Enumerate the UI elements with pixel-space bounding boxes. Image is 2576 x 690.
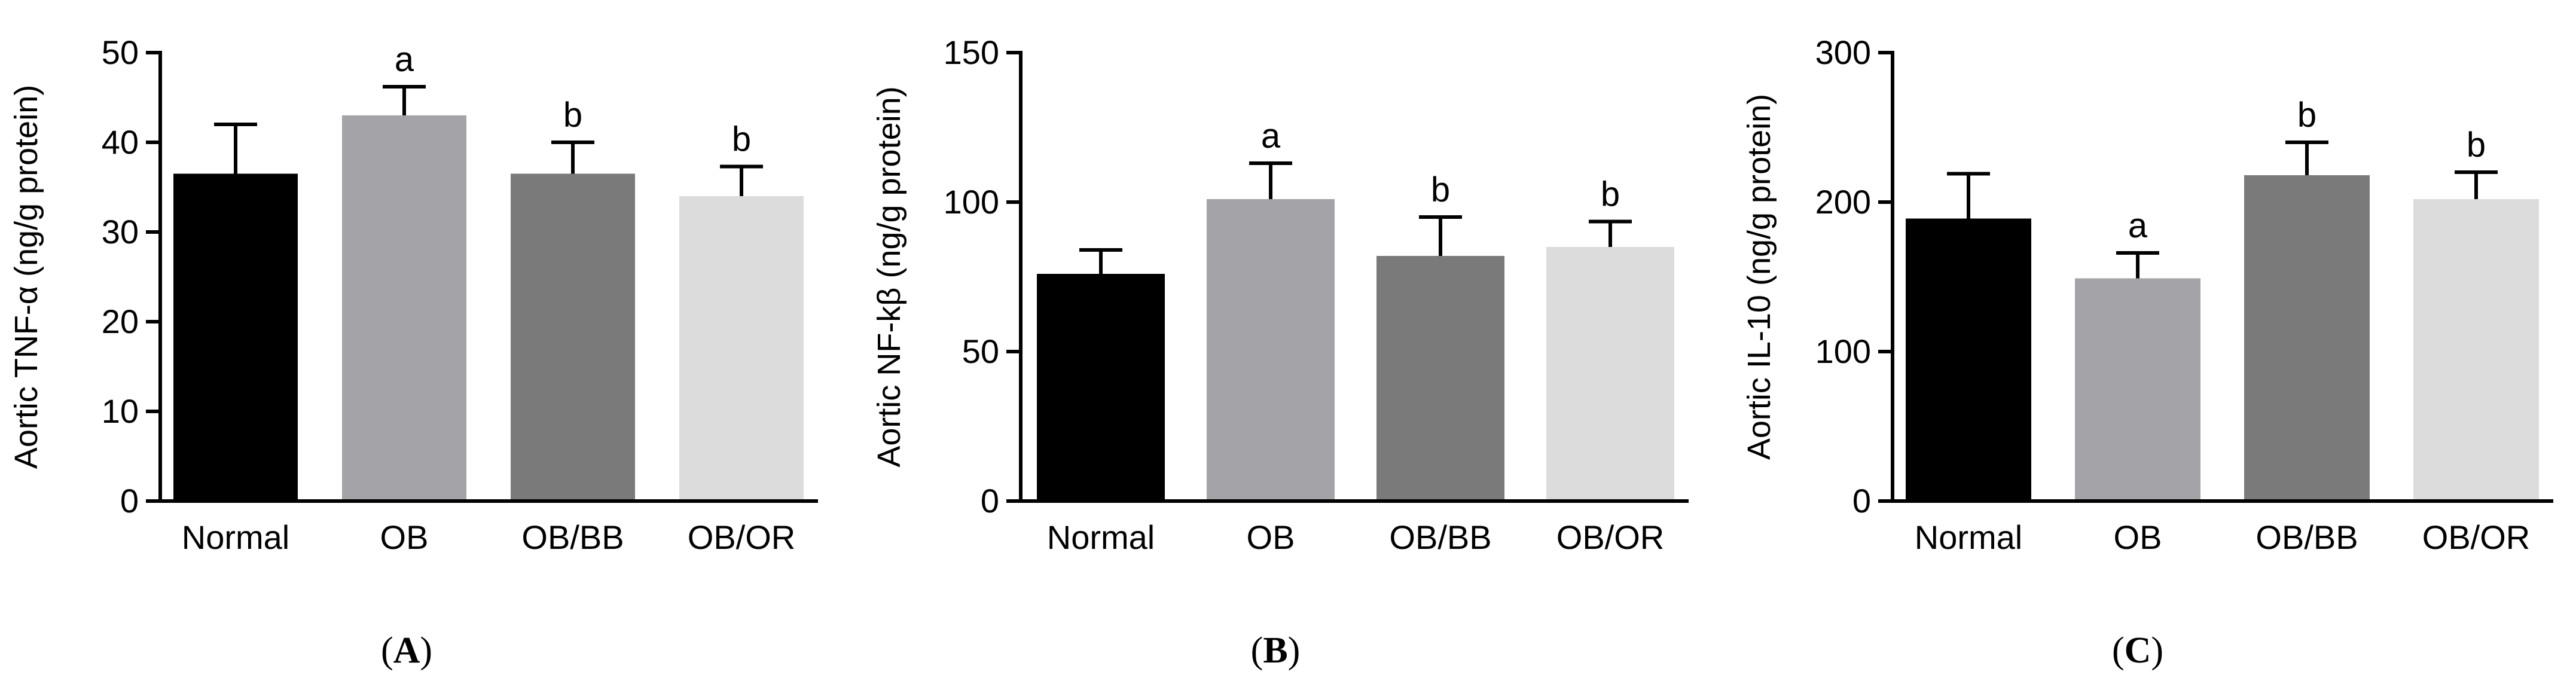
bar-normal: [173, 173, 298, 501]
significance-letter: b: [1431, 170, 1450, 209]
significance-letter: b: [2297, 96, 2316, 135]
y-tick-label: 30: [102, 213, 139, 251]
x-tick-label: OB/OR: [688, 518, 795, 556]
x-tick-label: OB: [1247, 518, 1295, 556]
y-tick-label: 300: [1815, 33, 1871, 71]
panel-label-paren-open: (: [381, 630, 393, 671]
panel-label-paren-close: ): [420, 630, 432, 671]
x-tick-label: OB/BB: [2255, 518, 2358, 556]
significance-letter: b: [2467, 126, 2486, 164]
significance-letter: a: [2128, 206, 2148, 245]
chart-panel-b: Normal a OB b OB/BB b OB/OR 0 50 100 150 Aortic NF-…: [871, 33, 1689, 671]
panel-label-letter: C: [2125, 630, 2151, 671]
bar-ob: [2075, 278, 2200, 501]
y-tick-label: 10: [102, 392, 139, 430]
panel-label-paren-close: ): [2151, 630, 2163, 671]
bar-ob-or: [2413, 199, 2539, 501]
bar-ob: [342, 115, 466, 501]
y-axis-label: Aortic NF-kβ (ng/g protein): [871, 86, 907, 467]
bar-ob-bb: [511, 173, 635, 501]
panel-label-letter: B: [1263, 630, 1287, 671]
panel-label-paren-open: (: [2112, 630, 2125, 671]
chart-panel-c: Normal a OB b OB/BB b OB/OR 0 100 200 300 Aortic IL…: [1741, 33, 2553, 671]
y-axis-label: Aortic IL-10 (ng/g protein): [1741, 94, 1777, 460]
significance-letter: a: [395, 40, 414, 79]
panel-label-paren-open: (: [1251, 630, 1263, 671]
panel-label-paren-close: ): [1288, 630, 1301, 671]
y-axis-label: Aortic TNF-α (ng/g protein): [8, 85, 44, 469]
bar-ob-or: [1546, 247, 1674, 501]
y-tick-label: 40: [102, 123, 139, 161]
y-tick-label: 0: [981, 482, 999, 520]
y-tick-label: 50: [102, 33, 139, 71]
y-tick-label: 100: [944, 183, 999, 221]
bar-ob-bb: [2244, 175, 2370, 501]
x-tick-label: OB/BB: [521, 518, 624, 556]
chart-panel-a: Normal a OB b OB/BB b OB/OR 0 10 20 30 40 50 Aortic T…: [8, 33, 818, 671]
y-tick-label: 100: [1815, 332, 1871, 370]
x-tick-label: OB: [2114, 518, 2162, 556]
bar-normal: [1906, 218, 2031, 501]
panel-label-letter: A: [393, 630, 420, 671]
significance-letter: a: [1261, 117, 1281, 155]
significance-letter: b: [1601, 175, 1620, 214]
x-tick-label: Normal: [1047, 518, 1155, 556]
panel-label: (C): [2112, 630, 2163, 671]
y-tick-label: 0: [1852, 482, 1871, 520]
bar-ob: [1207, 199, 1335, 501]
significance-letter: b: [563, 96, 582, 135]
x-tick-label: OB/BB: [1389, 518, 1491, 556]
bar-normal: [1037, 274, 1165, 501]
x-tick-label: Normal: [1915, 518, 2022, 556]
significance-letter: b: [732, 120, 751, 159]
y-tick-label: 150: [944, 33, 999, 71]
x-tick-label: Normal: [182, 518, 289, 556]
x-tick-label: OB/OR: [1556, 518, 1664, 556]
panel-label: (A): [381, 630, 432, 671]
y-tick-label: 0: [120, 482, 139, 520]
y-tick-label: 20: [102, 303, 139, 340]
panel-label: (B): [1251, 630, 1301, 671]
bar-ob-bb: [1376, 256, 1504, 501]
bar-ob-or: [679, 196, 804, 501]
x-tick-label: OB/OR: [2422, 518, 2530, 556]
x-tick-label: OB: [380, 518, 429, 556]
y-tick-label: 50: [962, 332, 999, 370]
y-tick-label: 200: [1815, 183, 1871, 221]
